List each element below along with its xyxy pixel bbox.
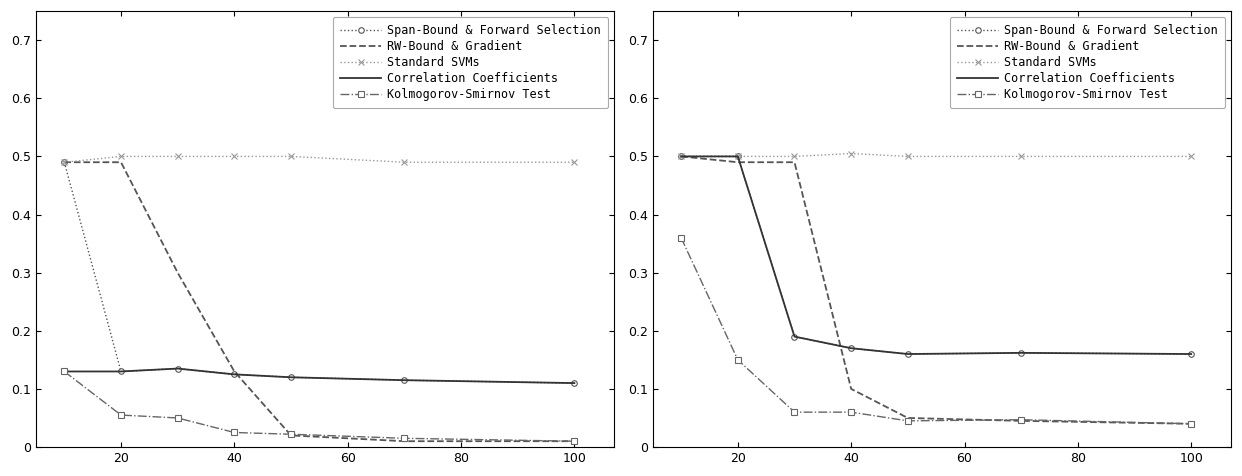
- Kolmogorov-Smirnov Test: [57, 368, 72, 374]
- Kolmogorov-Smirnov Test: [787, 409, 802, 415]
- Kolmogorov-Smirnov Test: [843, 409, 858, 415]
- Standard SVMs: [787, 154, 802, 159]
- Correlation Coefficients: [283, 375, 298, 380]
- RW-Bound & Gradient: [1013, 418, 1028, 424]
- Standard SVMs: [730, 154, 745, 159]
- RW-Bound & Gradient: [1184, 421, 1199, 426]
- Standard SVMs: [1013, 154, 1028, 159]
- Line: Standard SVMs: Standard SVMs: [678, 150, 1195, 160]
- Span-Bound & Forward Selection: [843, 346, 858, 351]
- RW-Bound & Gradient: [227, 368, 242, 374]
- Line: Span-Bound & Forward Selection: Span-Bound & Forward Selection: [62, 159, 578, 386]
- Standard SVMs: [566, 159, 581, 165]
- Kolmogorov-Smirnov Test: [397, 436, 412, 441]
- Correlation Coefficients: [730, 154, 745, 159]
- Line: Correlation Coefficients: Correlation Coefficients: [681, 157, 1191, 354]
- Standard SVMs: [900, 154, 915, 159]
- RW-Bound & Gradient: [673, 154, 688, 159]
- Standard SVMs: [283, 154, 298, 159]
- Kolmogorov-Smirnov Test: [113, 412, 128, 418]
- Standard SVMs: [113, 154, 128, 159]
- Line: Kolmogorov-Smirnov Test: Kolmogorov-Smirnov Test: [62, 369, 578, 444]
- Span-Bound & Forward Selection: [900, 351, 915, 357]
- RW-Bound & Gradient: [566, 438, 581, 444]
- Span-Bound & Forward Selection: [170, 366, 185, 371]
- Line: Kolmogorov-Smirnov Test: Kolmogorov-Smirnov Test: [678, 235, 1194, 426]
- Correlation Coefficients: [397, 377, 412, 383]
- Span-Bound & Forward Selection: [113, 368, 128, 374]
- RW-Bound & Gradient: [57, 159, 72, 165]
- Correlation Coefficients: [1013, 350, 1028, 356]
- Span-Bound & Forward Selection: [57, 159, 72, 165]
- RW-Bound & Gradient: [843, 386, 858, 392]
- Standard SVMs: [170, 154, 185, 159]
- Line: Span-Bound & Forward Selection: Span-Bound & Forward Selection: [678, 154, 1194, 357]
- Span-Bound & Forward Selection: [283, 375, 298, 380]
- Standard SVMs: [673, 154, 688, 159]
- Correlation Coefficients: [900, 351, 915, 357]
- Legend: Span-Bound & Forward Selection, RW-Bound & Gradient, Standard SVMs, Correlation : Span-Bound & Forward Selection, RW-Bound…: [333, 17, 609, 108]
- Line: RW-Bound & Gradient: RW-Bound & Gradient: [65, 162, 574, 441]
- Legend: Span-Bound & Forward Selection, RW-Bound & Gradient, Standard SVMs, Correlation : Span-Bound & Forward Selection, RW-Bound…: [950, 17, 1225, 108]
- Kolmogorov-Smirnov Test: [566, 438, 581, 444]
- Span-Bound & Forward Selection: [673, 154, 688, 159]
- Standard SVMs: [397, 159, 412, 165]
- Span-Bound & Forward Selection: [1013, 350, 1028, 356]
- Correlation Coefficients: [566, 380, 581, 386]
- Span-Bound & Forward Selection: [566, 380, 581, 386]
- Correlation Coefficients: [57, 368, 72, 374]
- Kolmogorov-Smirnov Test: [730, 357, 745, 363]
- Span-Bound & Forward Selection: [730, 154, 745, 159]
- Kolmogorov-Smirnov Test: [900, 418, 915, 424]
- Standard SVMs: [1184, 154, 1199, 159]
- RW-Bound & Gradient: [113, 159, 128, 165]
- RW-Bound & Gradient: [397, 438, 412, 444]
- Standard SVMs: [57, 159, 72, 165]
- Standard SVMs: [843, 151, 858, 157]
- Kolmogorov-Smirnov Test: [170, 415, 185, 421]
- Correlation Coefficients: [1184, 351, 1199, 357]
- Line: RW-Bound & Gradient: RW-Bound & Gradient: [681, 157, 1191, 424]
- RW-Bound & Gradient: [283, 433, 298, 438]
- Correlation Coefficients: [787, 334, 802, 339]
- Kolmogorov-Smirnov Test: [1184, 421, 1199, 426]
- Standard SVMs: [227, 154, 242, 159]
- Span-Bound & Forward Selection: [787, 334, 802, 339]
- RW-Bound & Gradient: [170, 270, 185, 276]
- RW-Bound & Gradient: [900, 415, 915, 421]
- Correlation Coefficients: [227, 372, 242, 377]
- RW-Bound & Gradient: [787, 159, 802, 165]
- Kolmogorov-Smirnov Test: [227, 430, 242, 436]
- Line: Standard SVMs: Standard SVMs: [61, 153, 578, 166]
- Kolmogorov-Smirnov Test: [673, 235, 688, 241]
- Line: Correlation Coefficients: Correlation Coefficients: [65, 368, 574, 383]
- Span-Bound & Forward Selection: [397, 377, 412, 383]
- Correlation Coefficients: [673, 154, 688, 159]
- RW-Bound & Gradient: [730, 159, 745, 165]
- Correlation Coefficients: [170, 366, 185, 371]
- Span-Bound & Forward Selection: [227, 372, 242, 377]
- Correlation Coefficients: [113, 368, 128, 374]
- Span-Bound & Forward Selection: [1184, 351, 1199, 357]
- Kolmogorov-Smirnov Test: [1013, 417, 1028, 423]
- Correlation Coefficients: [843, 346, 858, 351]
- Kolmogorov-Smirnov Test: [283, 431, 298, 437]
